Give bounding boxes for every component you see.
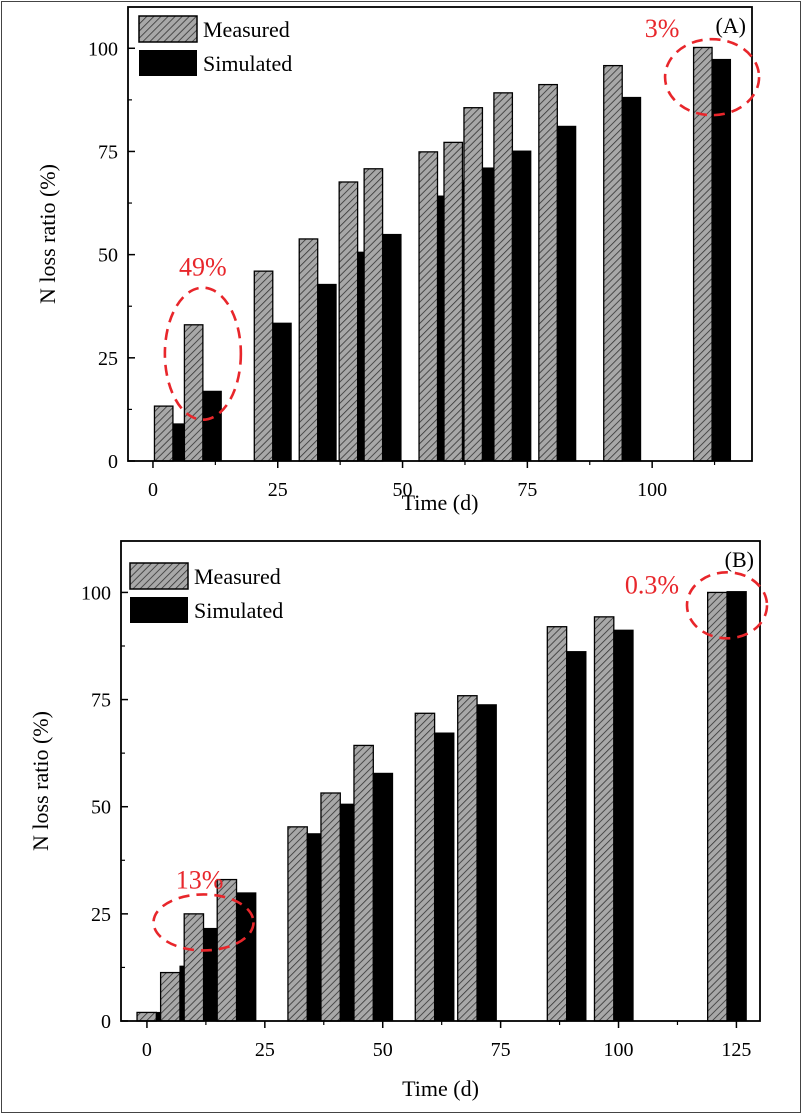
annotation-ellipse: [163, 286, 243, 421]
annotation-ellipse: [663, 37, 761, 117]
bar-measured: [338, 181, 359, 462]
bar-simulated: [621, 96, 642, 462]
x-tick-label: 75: [517, 479, 537, 501]
panel-label: (A): [715, 13, 746, 38]
bar-measured: [707, 591, 728, 1022]
x-tick-label: 50: [373, 1039, 393, 1061]
legend-label-simulated: Simulated: [203, 51, 292, 76]
plot-frame: [127, 6, 753, 462]
bar-simulated: [726, 591, 747, 1022]
bar-measured: [546, 626, 568, 1022]
x-tick-label: 125: [721, 1039, 751, 1061]
bar-measured: [320, 792, 341, 1022]
chart-panel-b: 0 25 50 75 100 0 25 50 75 100 125 Time (d) N loss ra…: [28, 540, 769, 1101]
bar-measured: [493, 92, 514, 462]
annotation-label: 3%: [645, 14, 680, 43]
bar-measured: [159, 971, 181, 1022]
bar-simulated: [566, 651, 587, 1022]
y-tick-label: 100: [88, 38, 118, 60]
bar-measured: [183, 324, 204, 462]
bar-measured: [692, 46, 713, 462]
x-tick-label: 50: [393, 479, 413, 501]
x-tick-label: 75: [491, 1039, 511, 1061]
bar-simulated: [272, 322, 292, 462]
x-axis-label: Time (d): [402, 490, 479, 515]
bar-measured: [363, 168, 384, 462]
x-tick-label: 100: [637, 479, 667, 501]
y-axis-label: N loss ratio (%): [35, 164, 60, 304]
legend-swatch-measured: [129, 562, 189, 590]
bar-simulated: [711, 58, 732, 462]
bar-simulated: [476, 704, 497, 1022]
annotation-ellipse: [152, 893, 255, 952]
bar-measured: [443, 141, 464, 462]
y-tick-label: 50: [91, 797, 111, 819]
chart-panel-a: 0 25 50 75 100 0 25 50 75 100 Time (d) N loss ratio…: [35, 6, 761, 515]
bar-simulated: [236, 892, 257, 1022]
legend-label-simulated: Simulated: [194, 598, 283, 623]
panel-label: (B): [725, 547, 754, 572]
annotation-label: 0.3%: [625, 570, 679, 599]
legend-label-measured: Measured: [194, 564, 281, 589]
bar-measured: [253, 270, 274, 462]
x-tick-label: 25: [268, 479, 288, 501]
bar-measured: [418, 151, 439, 462]
x-tick-label: 100: [604, 1039, 634, 1061]
legend-swatch-simulated: [130, 597, 188, 623]
bar-measured: [593, 616, 615, 1022]
bar-measured: [183, 913, 205, 1022]
bar-simulated: [372, 772, 394, 1022]
legend-label-measured: Measured: [203, 17, 290, 42]
x-axis-label: Time (d): [402, 1076, 479, 1101]
y-tick-label: 75: [91, 690, 111, 712]
x-tick-label: 25: [255, 1039, 275, 1061]
y-tick-label: 0: [108, 451, 118, 473]
bar-simulated: [613, 629, 634, 1022]
y-tick-label: 25: [91, 904, 111, 926]
bar-measured: [287, 826, 308, 1022]
bar-measured: [414, 712, 436, 1022]
bar-measured: [353, 744, 374, 1022]
y-tick-label: 50: [98, 245, 118, 267]
bar-measured: [603, 64, 623, 462]
bar-measured: [457, 695, 478, 1022]
x-tick-label: 0: [148, 479, 158, 501]
bar-simulated: [382, 233, 402, 462]
bar-simulated: [556, 125, 577, 462]
bar-measured: [136, 1011, 158, 1022]
bar-measured: [463, 107, 484, 462]
bar-measured: [298, 238, 319, 462]
bar-measured: [153, 405, 174, 462]
x-tick-label: 0: [142, 1039, 152, 1061]
y-tick-label: 100: [81, 582, 111, 604]
y-axis-label: N loss ratio (%): [28, 711, 53, 851]
y-tick-label: 75: [98, 141, 118, 163]
bar-simulated: [434, 732, 455, 1022]
bar-simulated: [202, 390, 222, 462]
annotation-label: 49%: [179, 253, 227, 282]
legend-swatch-measured: [138, 15, 198, 43]
annotation-ellipse: [685, 570, 769, 640]
plot-frame: [120, 540, 761, 1022]
bar-measured: [538, 83, 558, 462]
y-tick-label: 0: [101, 1011, 111, 1033]
bar-simulated: [511, 150, 532, 462]
bar-simulated: [317, 283, 337, 462]
annotation-label: 13%: [176, 865, 224, 894]
y-tick-label: 25: [98, 348, 118, 370]
legend-swatch-simulated: [139, 50, 197, 76]
